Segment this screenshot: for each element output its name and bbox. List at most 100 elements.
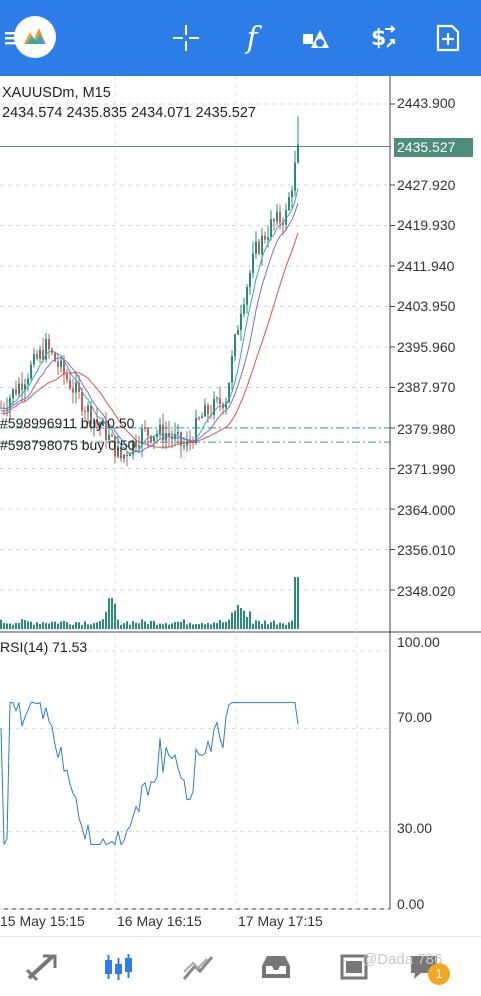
candle-body bbox=[153, 436, 155, 442]
candle-body bbox=[261, 235, 263, 254]
candle-body bbox=[201, 416, 203, 419]
volume-bar bbox=[165, 623, 167, 629]
price-tick: 2387.970 bbox=[397, 379, 456, 395]
volume-bar bbox=[21, 619, 23, 629]
volume-bar bbox=[234, 610, 236, 629]
notification-badge: 1 bbox=[428, 963, 450, 985]
volume-bar bbox=[42, 622, 44, 629]
new-chart-icon[interactable] bbox=[428, 18, 468, 58]
candle-body bbox=[198, 417, 200, 419]
current-price-label: 2435.527 bbox=[394, 138, 473, 157]
volume-bar bbox=[63, 621, 65, 629]
chart-icon[interactable] bbox=[98, 947, 138, 987]
volume-bar bbox=[258, 620, 260, 629]
price-tick: 2364.000 bbox=[397, 502, 456, 518]
candle-body bbox=[183, 445, 185, 447]
rsi-tick: 30.00 bbox=[397, 820, 433, 836]
volume-bar bbox=[15, 622, 17, 629]
volume-bar bbox=[216, 623, 218, 629]
volume-bar bbox=[279, 622, 281, 629]
volume-bar bbox=[120, 624, 122, 629]
price-tick: 2356.010 bbox=[397, 542, 456, 558]
metatrader-logo-icon[interactable] bbox=[14, 16, 56, 58]
volume-bar bbox=[201, 623, 203, 629]
volume-bar bbox=[135, 622, 137, 629]
candle-body bbox=[24, 384, 26, 390]
candle-body bbox=[255, 241, 257, 254]
candle-body bbox=[63, 360, 65, 375]
volume-bar bbox=[195, 624, 197, 629]
volume-bar bbox=[141, 619, 143, 629]
candle-body bbox=[138, 445, 140, 448]
volume-bar bbox=[18, 622, 20, 629]
order-label[interactable]: #598996911 buy 0.50 bbox=[0, 415, 135, 431]
volume-bar bbox=[186, 624, 188, 629]
objects-icon[interactable] bbox=[296, 18, 336, 58]
volume-bar bbox=[243, 610, 245, 629]
candle-body bbox=[165, 432, 167, 441]
volume-bar bbox=[72, 624, 74, 629]
volume-bar bbox=[90, 624, 92, 629]
order-label[interactable]: #598798075 buy 0.50 bbox=[0, 437, 136, 453]
ohlc-label: 2434.574 2435.835 2434.071 2435.527 bbox=[2, 105, 256, 121]
volume-bar bbox=[108, 598, 110, 629]
candle-body bbox=[78, 382, 80, 392]
candle-body bbox=[213, 398, 215, 416]
candle-body bbox=[126, 454, 128, 457]
volume-bar bbox=[117, 619, 119, 629]
candle-body bbox=[15, 389, 17, 394]
volume-bar bbox=[231, 612, 233, 629]
chart-area[interactable]: XAUUSDm, M15 2434.574 2435.835 2434.071 … bbox=[0, 76, 481, 936]
volume-bar bbox=[198, 624, 200, 629]
volume-bar bbox=[225, 621, 227, 629]
volume-bar bbox=[144, 621, 146, 629]
volume-bar bbox=[192, 624, 194, 629]
price-chart[interactable] bbox=[0, 76, 481, 936]
volume-bar bbox=[156, 624, 158, 629]
candle-body bbox=[174, 433, 176, 440]
trade-nav-icon[interactable] bbox=[178, 947, 218, 987]
candle-body bbox=[279, 211, 281, 223]
rsi-label: RSI(14) 71.53 bbox=[0, 639, 88, 655]
candle-body bbox=[114, 436, 116, 457]
candle-body bbox=[93, 418, 95, 424]
price-tick: 2419.930 bbox=[397, 217, 456, 233]
quotes-icon[interactable] bbox=[22, 947, 62, 987]
volume-bar bbox=[6, 623, 8, 629]
candle-body bbox=[150, 435, 152, 442]
candle-body bbox=[159, 424, 161, 435]
menu-icon[interactable] bbox=[0, 18, 32, 58]
ma-slow-line bbox=[0, 232, 299, 448]
candle-body bbox=[6, 408, 8, 410]
candle-body bbox=[270, 219, 272, 238]
time-tick: 17 May 17:15 bbox=[238, 913, 323, 929]
chat-icon[interactable] bbox=[404, 947, 444, 987]
volume-bar bbox=[240, 607, 242, 629]
rsi-line bbox=[0, 701, 299, 846]
volume-bar bbox=[36, 622, 38, 629]
candle-body bbox=[69, 379, 71, 389]
volume-bar bbox=[276, 624, 278, 629]
crosshair-icon[interactable] bbox=[166, 18, 206, 58]
price-tick: 2427.920 bbox=[397, 177, 456, 193]
candle-body bbox=[252, 253, 254, 273]
indicators-icon[interactable]: f bbox=[246, 20, 258, 56]
history-icon[interactable] bbox=[256, 947, 296, 987]
ma-fast-line bbox=[0, 188, 299, 456]
volume-bar bbox=[24, 620, 26, 629]
candle-body bbox=[234, 334, 236, 357]
volume-bar bbox=[78, 622, 80, 629]
volume-bar bbox=[261, 623, 263, 629]
volume-bar bbox=[33, 624, 35, 629]
price-tick: 2348.020 bbox=[397, 583, 456, 599]
candle-body bbox=[72, 388, 74, 393]
messages-icon[interactable] bbox=[334, 947, 374, 987]
volume-bar bbox=[297, 577, 299, 629]
candle-body bbox=[282, 222, 284, 225]
trade-icon[interactable]: $ bbox=[362, 18, 402, 58]
candle-body bbox=[57, 361, 59, 367]
candle-body bbox=[264, 235, 266, 240]
volume-bar bbox=[282, 623, 284, 629]
candle-body bbox=[120, 446, 122, 459]
svg-text:$: $ bbox=[371, 26, 386, 51]
